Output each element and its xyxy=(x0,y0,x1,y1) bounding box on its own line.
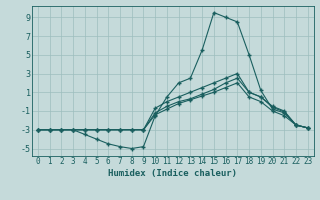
X-axis label: Humidex (Indice chaleur): Humidex (Indice chaleur) xyxy=(108,169,237,178)
